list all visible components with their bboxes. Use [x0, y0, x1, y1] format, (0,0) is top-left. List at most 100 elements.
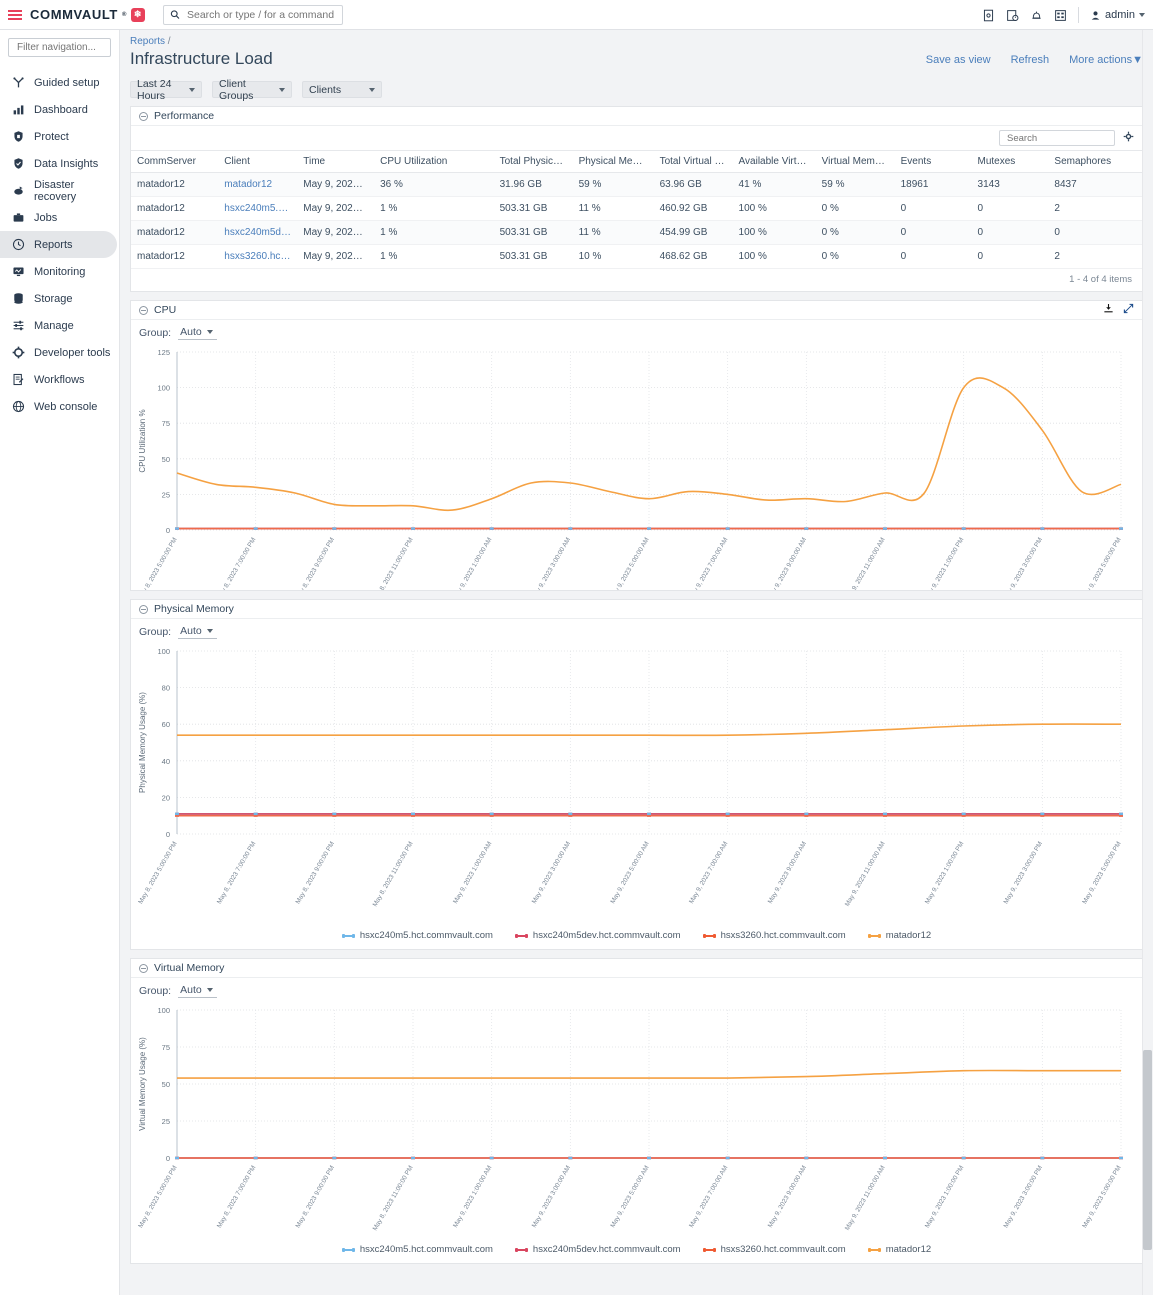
legend-label: hsxs3260.hct.commvault.com	[720, 1244, 846, 1255]
sidebar-item-dashboard[interactable]: Dashboard	[0, 96, 117, 123]
cell-client[interactable]: hsxc240m5.hct....	[218, 196, 298, 221]
search-input[interactable]	[184, 7, 336, 22]
sidebar-item-manage[interactable]: Manage	[0, 312, 117, 339]
collapse-icon[interactable]	[139, 111, 148, 121]
cpu-group-select[interactable]: Auto	[178, 326, 217, 340]
svg-text:May 9, 2023 1:00:00 AM: May 9, 2023 1:00:00 AM	[452, 1165, 493, 1230]
svg-text:75: 75	[162, 419, 170, 428]
sidebar-item-disaster-recovery[interactable]: Disaster recovery	[0, 177, 117, 204]
column-header[interactable]: Mutexes	[971, 150, 1049, 173]
virtual-group-select[interactable]: Auto	[178, 984, 217, 998]
column-header[interactable]: Virtual Memory ...	[815, 150, 895, 173]
clients-select[interactable]: Clients	[302, 81, 382, 98]
physical-memory-panel-title: Physical Memory	[154, 603, 234, 615]
breadcrumb[interactable]: Reports /	[130, 36, 1143, 47]
breadcrumb-reports[interactable]: Reports	[130, 36, 166, 47]
report-clock-icon[interactable]	[1006, 9, 1019, 22]
cell-cpu: 1 %	[374, 244, 494, 269]
time-range-select[interactable]: Last 24 Hours	[130, 78, 202, 102]
column-header[interactable]: Total Physical ...	[493, 150, 573, 173]
svg-text:40: 40	[162, 757, 170, 766]
svg-text:May 9, 2023 3:00:00 PM: May 9, 2023 3:00:00 PM	[1003, 841, 1044, 906]
column-header[interactable]: Available Virtua...	[732, 150, 816, 173]
sidebar-item-reports[interactable]: Reports	[0, 231, 117, 258]
table-row: matador12 matador12 May 9, 2023, 05:... …	[131, 172, 1142, 197]
physical-memory-chart[interactable]: 0 20 40 60 80 100 Physical Memory Usage (%) May…	[131, 639, 1142, 924]
svg-text:25: 25	[162, 1117, 170, 1126]
virtual-memory-chart[interactable]: 0 25 50 75 100 Virtual Memory Usage (%) May 8,…	[131, 998, 1142, 1238]
cell-time: May 9, 2023, 05:...	[297, 196, 375, 221]
document-icon[interactable]	[982, 9, 995, 22]
cell-cpu: 36 %	[374, 172, 494, 197]
sidebar-item-workflows[interactable]: Workflows	[0, 366, 117, 393]
collapse-icon[interactable]	[139, 305, 148, 315]
sidebar-item-data-insights[interactable]: Data Insights	[0, 150, 117, 177]
legend-item[interactable]: matador12	[867, 1244, 931, 1255]
sidebar-item-monitoring[interactable]: Monitoring	[0, 258, 117, 285]
more-actions-button[interactable]: More actions▼	[1069, 54, 1143, 66]
svg-text:May 9, 2023 5:00:00 AM: May 9, 2023 5:00:00 AM	[609, 537, 650, 591]
legend-label: hsxc240m5dev.hct.commvault.com	[532, 930, 681, 941]
collapse-icon[interactable]	[139, 604, 148, 614]
cpu-chart[interactable]: 0 25 50 75 100 125 CPU Utilization % May 8, 202…	[131, 340, 1142, 590]
column-header[interactable]: Time	[297, 150, 375, 173]
sidebar-item-label: Protect	[34, 130, 69, 143]
sidebar-item-jobs[interactable]: Jobs	[0, 204, 117, 231]
legend-marker-icon	[702, 1247, 716, 1252]
page-scrollbar-thumb[interactable]	[1143, 1050, 1152, 1250]
legend-item[interactable]: hsxc240m5dev.hct.commvault.com	[514, 930, 681, 941]
page-scrollbar[interactable]	[1142, 30, 1153, 1295]
legend-item[interactable]: hsxc240m5dev.hct.commvault.com	[514, 1244, 681, 1255]
menu-toggle-icon[interactable]	[0, 9, 30, 20]
collapse-icon[interactable]	[139, 963, 148, 973]
svg-text:100: 100	[157, 1006, 170, 1015]
gear-icon[interactable]	[1123, 131, 1134, 145]
table-search-input[interactable]	[1005, 131, 1109, 145]
cell-client[interactable]: hsxc240m5dev....	[218, 220, 298, 245]
column-header[interactable]: Events	[894, 150, 972, 173]
sidebar-filter[interactable]	[8, 38, 111, 57]
user-menu[interactable]: admin	[1090, 9, 1145, 21]
save-as-view-button[interactable]: Save as view	[925, 54, 991, 66]
grid-icon[interactable]	[1054, 9, 1067, 22]
time-range-value: Last 24 Hours	[137, 77, 172, 102]
sidebar-item-protect[interactable]: Protect	[0, 123, 117, 150]
sidebar-item-web-console[interactable]: Web console	[0, 393, 117, 420]
column-header[interactable]: CommServer	[131, 150, 219, 173]
legend-item[interactable]: hsxc240m5.hct.commvault.com	[341, 930, 493, 941]
table-search[interactable]	[999, 130, 1115, 146]
legend-label: hsxs3260.hct.commvault.com	[720, 930, 846, 941]
svg-text:May 9, 2023 3:00:00 PM: May 9, 2023 3:00:00 PM	[1003, 1165, 1044, 1230]
expand-icon[interactable]	[1123, 303, 1134, 317]
legend-item[interactable]: hsxc240m5.hct.commvault.com	[341, 1244, 493, 1255]
column-header[interactable]: Semaphores	[1048, 150, 1142, 173]
svg-text:May 9, 2023 5:00:00 PM: May 9, 2023 5:00:00 PM	[1081, 1165, 1122, 1230]
cell-total-physical: 503.31 GB	[493, 244, 573, 269]
bell-icon[interactable]	[1030, 9, 1043, 22]
sidebar-item-guided-setup[interactable]: Guided setup	[0, 69, 117, 96]
refresh-button[interactable]: Refresh	[1010, 54, 1050, 66]
legend-item[interactable]: matador12	[867, 930, 931, 941]
legend-marker-icon	[341, 1247, 355, 1252]
sidebar-item-storage[interactable]: Storage	[0, 285, 117, 312]
filter-navigation-input[interactable]	[15, 41, 104, 54]
column-header[interactable]: Client	[218, 150, 298, 173]
cell-semaphores: 2	[1048, 196, 1142, 221]
column-header[interactable]: CPU Utilization	[374, 150, 494, 173]
cell-physical-memory: 10 %	[572, 244, 654, 269]
cell-client[interactable]: matador12	[218, 172, 298, 197]
column-header[interactable]: Total Virtual Me...	[653, 150, 733, 173]
legend-item[interactable]: hsxs3260.hct.commvault.com	[702, 1244, 846, 1255]
column-header[interactable]: Physical Memo...	[572, 150, 654, 173]
legend-item[interactable]: hsxs3260.hct.commvault.com	[702, 930, 846, 941]
global-search[interactable]	[163, 4, 343, 25]
physical-group-select[interactable]: Auto	[178, 625, 217, 639]
cell-client[interactable]: hsxs3260.hct.co...	[218, 244, 298, 269]
client-groups-select[interactable]: Client Groups	[212, 78, 292, 102]
download-icon[interactable]	[1103, 303, 1114, 317]
legend-label: hsxc240m5.hct.commvault.com	[359, 1244, 493, 1255]
brand-logo: COMMVAULT ® ❄	[30, 7, 145, 22]
legend-label: hsxc240m5.hct.commvault.com	[359, 930, 493, 941]
sidebar-item-developer-tools[interactable]: Developer tools	[0, 339, 117, 366]
cell-semaphores: 0	[1048, 220, 1142, 245]
